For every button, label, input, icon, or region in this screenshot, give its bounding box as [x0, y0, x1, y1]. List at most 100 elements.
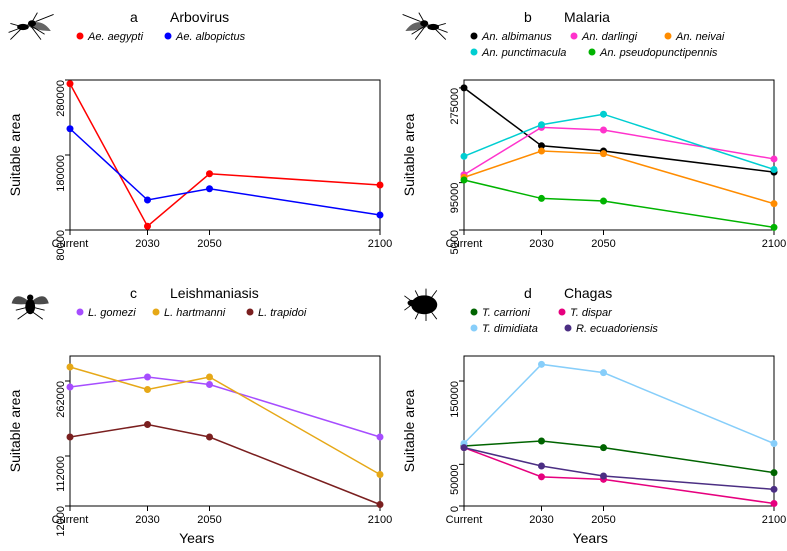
x-tick-label: Current — [52, 238, 89, 250]
panel-title: Arbovirus — [170, 9, 229, 25]
series-point — [770, 485, 777, 492]
series-point — [538, 121, 545, 128]
panel-title: Leishmaniasis — [170, 285, 259, 301]
bug-icon — [404, 288, 436, 320]
x-tick-label: 2100 — [368, 238, 392, 250]
x-tick-label: 2050 — [197, 238, 221, 250]
series-point — [144, 421, 151, 428]
series-line — [464, 364, 774, 443]
y-axis-label: Suitable area — [401, 114, 417, 197]
legend-label: L. hartmanni — [164, 307, 226, 319]
y-axis-label: Suitable area — [401, 389, 417, 472]
y-tick-label: 95000 — [448, 183, 460, 214]
series-point — [600, 472, 607, 479]
series-point — [206, 170, 213, 177]
x-tick-label: 2050 — [591, 514, 615, 526]
series-point — [460, 177, 467, 184]
series-point — [538, 473, 545, 480]
legend-marker — [470, 49, 477, 56]
y-tick-label: 262000 — [55, 381, 67, 418]
series-line — [464, 447, 774, 489]
series-point — [600, 369, 607, 376]
legend-label: T. dimidiata — [482, 323, 538, 335]
legend-label: Ae. aegypti — [87, 31, 144, 43]
series-line — [464, 441, 774, 473]
series-point — [600, 444, 607, 451]
x-tick-label: 2030 — [529, 238, 553, 250]
series-point — [377, 182, 384, 189]
legend-label: L. trapidoi — [258, 307, 307, 319]
legend-label: R. ecuadoriensis — [576, 323, 658, 335]
series-point — [67, 433, 74, 440]
series-line — [70, 367, 380, 475]
legend-label: Ae. albopictus — [175, 31, 246, 43]
panel-letter: a — [130, 9, 138, 25]
mosquito1-icon — [9, 13, 54, 40]
x-tick-label: 2030 — [529, 514, 553, 526]
series-point — [377, 433, 384, 440]
series-point — [206, 433, 213, 440]
series-point — [206, 185, 213, 192]
legend-marker — [570, 33, 577, 40]
y-tick-label: 275000 — [448, 88, 460, 125]
mosquito2-icon — [402, 13, 447, 40]
series-point — [600, 111, 607, 118]
panel-letter: c — [130, 285, 137, 301]
x-axis-label: Years — [0, 530, 394, 546]
x-tick-label: Current — [445, 238, 482, 250]
series-point — [770, 469, 777, 476]
series-point — [770, 200, 777, 207]
x-tick-label: 2030 — [135, 238, 159, 250]
y-tick-label: 0 — [448, 506, 460, 512]
legend-marker — [77, 33, 84, 40]
series-point — [538, 148, 545, 155]
legend-label: An. albimanus — [481, 31, 552, 43]
series-point — [377, 501, 384, 508]
panel-title: Malaria — [564, 9, 610, 25]
series-line — [464, 151, 774, 204]
panel-title: Chagas — [564, 285, 612, 301]
legend-label: An. pseudopunctipennis — [599, 47, 718, 59]
legend-marker — [558, 308, 565, 315]
series-point — [206, 373, 213, 380]
series-point — [538, 360, 545, 367]
panel-letter: d — [524, 285, 532, 301]
legend-label: L. gomezi — [88, 307, 136, 319]
legend-marker — [153, 308, 160, 315]
panel-d: 050000150000Current203020502100Suitable … — [394, 276, 787, 551]
series-line — [70, 84, 380, 227]
legend-label: An. neivai — [675, 31, 725, 43]
series-point — [377, 212, 384, 219]
series-line — [70, 424, 380, 504]
legend-marker — [165, 33, 172, 40]
series-point — [770, 500, 777, 507]
y-axis-label: Suitable area — [7, 389, 23, 472]
series-point — [144, 223, 151, 230]
y-axis-label: Suitable area — [7, 114, 23, 197]
panel-b: 500095000275000Current203020502100Suitab… — [394, 0, 787, 276]
series-point — [600, 127, 607, 134]
series-line — [464, 180, 774, 227]
series-point — [538, 462, 545, 469]
series-point — [600, 150, 607, 157]
series-point — [67, 363, 74, 370]
legend-marker — [664, 33, 671, 40]
x-tick-label: 2050 — [591, 238, 615, 250]
series-point — [460, 444, 467, 451]
series-point — [206, 381, 213, 388]
series-point — [770, 155, 777, 162]
series-point — [770, 440, 777, 447]
series-line — [464, 88, 774, 172]
series-point — [67, 383, 74, 390]
y-tick-label: 150000 — [448, 381, 460, 418]
legend-marker — [247, 308, 254, 315]
series-point — [67, 125, 74, 132]
series-point — [67, 80, 74, 87]
series-line — [464, 127, 774, 174]
x-tick-label: Current — [52, 514, 89, 526]
panel-a: 80000180000280000Current203020502100Suit… — [0, 0, 394, 276]
y-tick-label: 180000 — [55, 155, 67, 192]
series-point — [538, 195, 545, 202]
legend-marker — [470, 33, 477, 40]
legend-label: T. carrioni — [482, 307, 530, 319]
